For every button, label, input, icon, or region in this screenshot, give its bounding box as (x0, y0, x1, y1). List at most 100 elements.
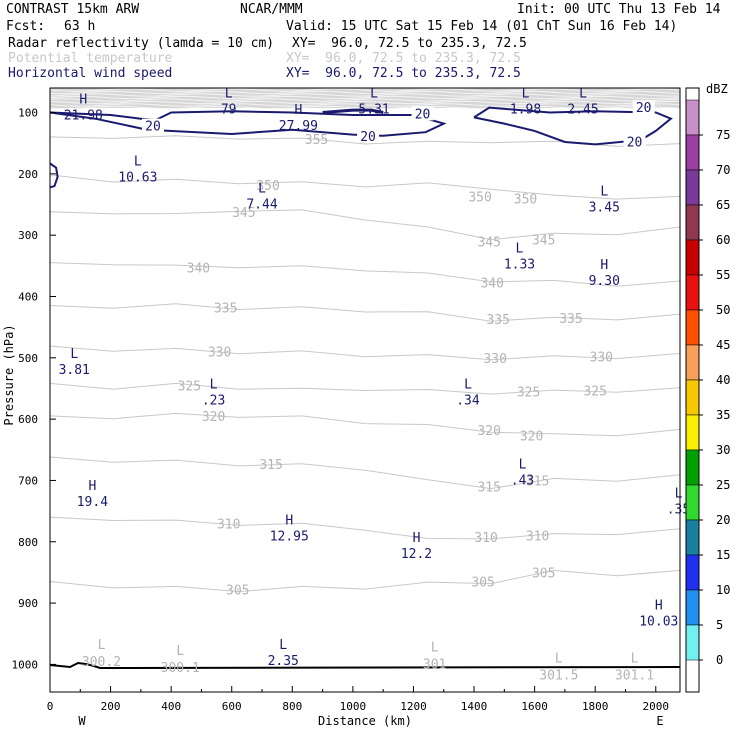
colorbar-swatch (685, 134, 700, 171)
theta-label: 340 (187, 262, 210, 277)
colorbar-label: 70 (716, 163, 730, 177)
theta-label: 330 (483, 352, 506, 367)
theta-label: 325 (517, 386, 540, 401)
theta-contour (49, 345, 681, 361)
upper-band-line (49, 90, 681, 95)
theta-label: 335 (559, 312, 582, 327)
colorbar-swatch (685, 484, 700, 521)
wind-extreme-value: .23 (202, 394, 225, 409)
theta-extreme-kind: L (98, 638, 106, 653)
x-tick-label: 1800 (582, 700, 609, 713)
theta-label: 350 (514, 192, 537, 207)
colorbar-label: 65 (716, 198, 730, 212)
x-tick-label: 200 (101, 700, 121, 713)
wind-label-bg (141, 118, 164, 133)
x-tick-label: 1600 (521, 700, 548, 713)
colorbar-swatch (685, 414, 700, 451)
axis-ticks: 0 200 400 600 800 1000 1200 1400 1600 1800 2000 100… (12, 107, 670, 713)
upper-band-line (49, 105, 681, 110)
wind-extreme-value: 9.30 (589, 274, 620, 289)
wind-extreme-kind: H (294, 103, 302, 118)
x-tick-label: 400 (161, 700, 181, 713)
colorbar-swatch (685, 99, 700, 136)
theta-label: 350 (468, 191, 491, 206)
y-tick-label: 200 (18, 168, 38, 181)
y-tick-label: 300 (18, 229, 38, 242)
theta-label: 355 (305, 133, 328, 148)
colorbar-swatch (685, 169, 700, 206)
colorbar-swatch (685, 309, 700, 346)
theta-label: 305 (532, 566, 555, 581)
colorbar-label: 20 (716, 513, 730, 527)
theta-label: 315 (526, 474, 549, 489)
theta-extreme-value: 300.2 (82, 655, 121, 670)
theta-label: 305 (471, 576, 494, 591)
init-time: Init: 00 UTC Thu 13 Feb 14 (517, 2, 721, 17)
plot-frame (49, 87, 681, 693)
field-xy-theta: XY= 96.0, 72.5 to 235.3, 72.5 (286, 51, 521, 66)
wind-extreme-value: .43 (511, 473, 534, 488)
colorbar-frame (685, 87, 700, 693)
colorbar-label: 60 (716, 233, 730, 247)
valid-time: Valid: 15 UTC Sat 15 Feb 14 (01 ChT Sun … (286, 19, 678, 34)
terrain-line (49, 661, 681, 670)
y-tick-label: 500 (18, 352, 38, 365)
theta-extreme-kind: L (555, 652, 563, 667)
theta-contours (49, 135, 681, 593)
wind-extreme-value: 1.98 (510, 102, 541, 117)
y-tick-label: 1000 (12, 658, 39, 671)
y-tick-label: 600 (18, 413, 38, 426)
theta-label: 350 (256, 179, 279, 194)
y-axis-title: Pressure (hPa) (2, 324, 16, 425)
wind-extreme-value: 2.45 (567, 102, 598, 117)
wind-extreme-kind: L (225, 86, 233, 101)
wind-contour-20 (322, 108, 384, 114)
wind-extreme-kind: L (134, 154, 142, 169)
field-name-wind: Horizontal wind speed (8, 66, 173, 81)
wind-extreme-value: .34 (456, 394, 480, 409)
theta-contour (49, 209, 681, 241)
theta-label: 320 (202, 410, 225, 425)
theta-label: 310 (217, 517, 240, 532)
theta-label: 345 (232, 206, 255, 221)
colorbar-label: 25 (716, 478, 730, 492)
colorbar-swatch (685, 239, 700, 276)
wind-extreme-kind: L (279, 638, 287, 653)
x-tick-label: 800 (282, 700, 302, 713)
wind-extreme-kind: L (675, 487, 683, 502)
y-tick-label: 700 (18, 474, 38, 487)
colorbar-swatch (685, 274, 700, 311)
wind-contour-20 (473, 106, 673, 146)
theta-label: 320 (520, 430, 543, 445)
colorbar-label: 55 (716, 268, 730, 282)
theta-label: 310 (526, 530, 549, 545)
theta-contour (49, 516, 681, 540)
wind-contour-label: 20 (627, 136, 643, 151)
wind-extreme-kind: H (600, 258, 608, 273)
wind-extreme-kind: L (516, 241, 524, 256)
colorbar-label: 10 (716, 583, 730, 597)
wind-extreme-value: 5.31 (358, 102, 389, 117)
wind-extreme-value: 12.95 (270, 530, 309, 545)
wind-labels: 20 20 20 20 20 (141, 100, 655, 151)
wind-extreme-kind: L (370, 86, 378, 101)
wind-label-bg (411, 106, 434, 121)
wind-extreme-kind: L (70, 347, 78, 362)
theta-extreme-kind: L (176, 644, 184, 659)
upper-band-line (49, 88, 681, 92)
upper-band-line (49, 95, 681, 100)
theta-label: 345 (532, 233, 555, 248)
forecast-label: Fcst: (6, 19, 46, 34)
wind-extreme-value: 7.44 (246, 197, 277, 212)
theta-label: 335 (214, 302, 237, 317)
upper-band-line (49, 100, 681, 105)
wind-extreme-value: 10.03 (639, 614, 678, 629)
x-tick-label: 2000 (643, 700, 670, 713)
colorbar-swatch (685, 624, 700, 661)
upper-theta-band (49, 88, 681, 110)
theta-extreme-value: 301 (423, 658, 446, 673)
colorbar-swatch (685, 344, 700, 381)
theta-label: 320 (477, 424, 500, 439)
wind-extreme-kind: H (285, 514, 293, 529)
